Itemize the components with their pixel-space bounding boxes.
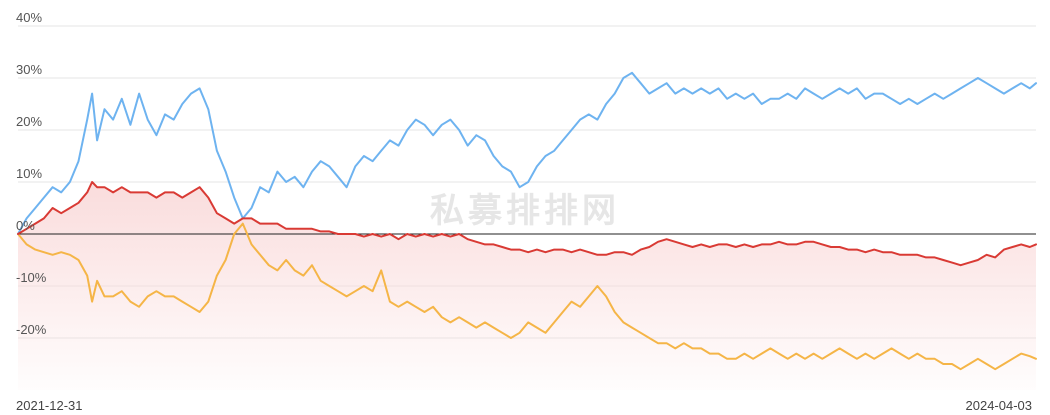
y-tick-label: 40% (16, 10, 42, 25)
y-tick-label: 20% (16, 114, 42, 129)
y-tick-label: 10% (16, 166, 42, 181)
series-lines (17, 71, 1037, 371)
x-tick-label: 2021-12-31 (16, 398, 83, 413)
series-line (17, 222, 1037, 371)
y-tick-label: -20% (16, 322, 47, 337)
series-line (17, 181, 1037, 267)
y-tick-label: 0% (16, 218, 35, 233)
y-axis-ticks: 40% 30% 20% 10% 0% -10% -20% (16, 10, 47, 337)
y-tick-label: -10% (16, 270, 47, 285)
series-line (17, 71, 1037, 235)
x-axis-ticks: 2021-12-31 2024-04-03 (16, 398, 1032, 413)
watermark-text: 私募排排网 (430, 191, 620, 231)
y-tick-label: 30% (16, 62, 42, 77)
x-tick-label: 2024-04-03 (966, 398, 1033, 413)
